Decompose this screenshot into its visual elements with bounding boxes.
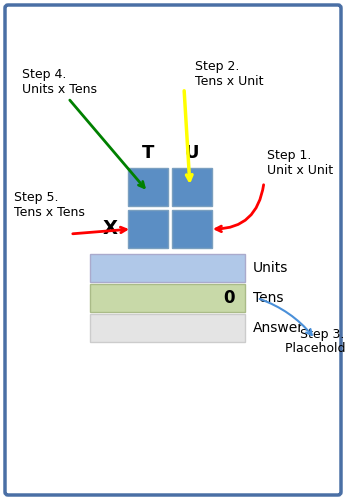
Bar (128, 210, 168, 248)
Text: Placeholder (0): Placeholder (0) (285, 342, 346, 355)
Text: X: X (102, 220, 118, 238)
Bar (172, 210, 212, 248)
Bar (90, 314, 245, 342)
Text: T: T (142, 144, 154, 162)
Bar (90, 254, 245, 282)
Text: 0: 0 (224, 289, 235, 307)
Text: Units: Units (253, 261, 288, 275)
Text: U: U (185, 144, 199, 162)
Text: Step 1.
Unit x Unit: Step 1. Unit x Unit (267, 149, 333, 177)
Text: Step 5.
Tens x Tens: Step 5. Tens x Tens (14, 191, 85, 219)
Bar (90, 284, 245, 312)
FancyBboxPatch shape (5, 5, 341, 495)
Text: Answer: Answer (253, 321, 304, 335)
Text: Tens: Tens (253, 291, 283, 305)
Bar (128, 168, 168, 206)
Text: Step 2.
Tens x Unit: Step 2. Tens x Unit (195, 60, 264, 88)
Bar (172, 168, 212, 206)
Text: Step 4.
Units x Tens: Step 4. Units x Tens (22, 68, 97, 96)
Text: Step 3.: Step 3. (300, 328, 344, 341)
